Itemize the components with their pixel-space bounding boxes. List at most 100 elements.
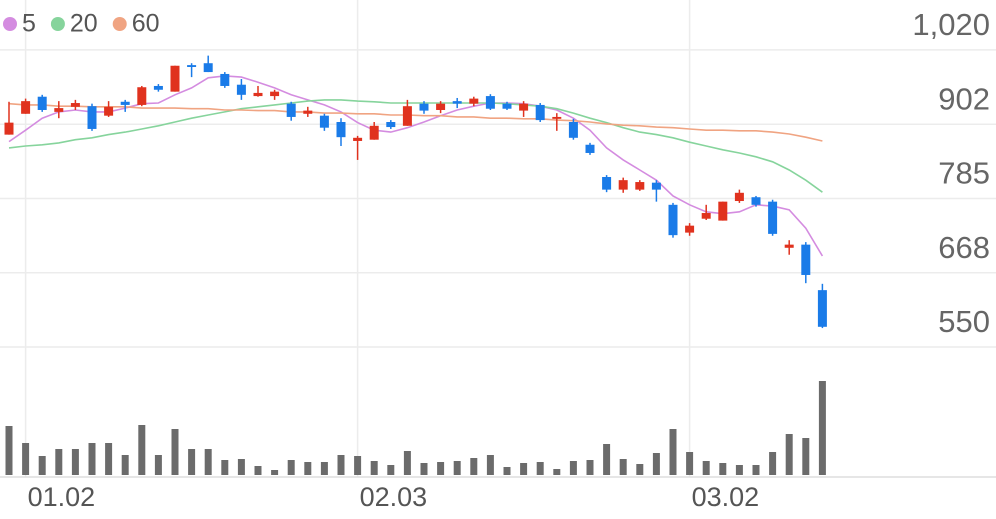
candle-body [817,290,827,327]
volume-bar [287,460,295,475]
volume-bar [22,443,30,475]
volume-bar [503,467,511,475]
candle-body [104,106,114,116]
candle-body [4,122,14,135]
volume-bar [785,434,793,475]
candle-body [386,121,396,128]
volume-bar [55,449,63,475]
candle-body [502,103,512,109]
volume-bar [586,460,594,475]
legend-label: 60 [132,10,160,38]
volume-bar [271,470,279,475]
candle-body [552,116,562,119]
volume-bar [669,429,677,475]
candle-body [253,92,263,97]
volume-bar [171,429,179,475]
volume-bar [420,463,428,475]
x-tick-label: 03.02 [692,482,760,512]
candle-body [618,180,628,190]
candle-body [270,91,280,97]
volume-bar [105,443,113,475]
volume-bar [138,425,146,475]
candle-body [685,225,695,233]
legend-label: 20 [70,10,98,38]
volume-bar [370,461,378,475]
candle-body [751,197,761,205]
candle-body [519,103,529,111]
y-tick-label: 785 [938,156,990,191]
candle-body [153,85,163,90]
volume-bar [453,461,461,475]
candle-body [485,96,495,109]
candle-body [585,144,595,153]
candle-body [353,137,363,141]
candle-body [54,108,64,112]
volume-bar [520,463,528,475]
candle-body [236,84,246,95]
y-tick-label: 550 [938,304,990,339]
candle-body [87,106,97,129]
volume-bar [536,462,544,475]
volume-bar [603,444,611,475]
volume-bar [769,452,777,475]
volume-bar [5,426,13,475]
ma-line [8,99,823,193]
volume-bar [735,465,743,475]
candle-body [336,121,346,138]
volume-bar [686,452,694,475]
candle-body [668,204,678,236]
volume-bar [387,465,395,475]
volume-bar [470,458,478,475]
x-tick-label: 01.02 [28,482,96,512]
volume-bar [154,455,162,475]
candle-body [469,98,479,104]
candle-body [635,182,645,190]
volume-bar [237,459,245,475]
candle-body [120,101,130,105]
volume-bar [719,463,727,475]
volume-bar [88,443,96,475]
candle-body [303,110,313,114]
candle-body [768,201,778,234]
candle-body [701,213,711,219]
volume-bar [437,462,445,475]
candle-body [718,201,728,221]
candle-body [651,182,661,190]
volume-bar [204,449,212,475]
volume-bar [38,456,46,475]
volume-bar [320,462,328,475]
candle-body [220,73,230,86]
legend-marker [50,17,65,31]
candle-body [203,63,213,73]
volume-bar [652,453,660,475]
volume-bar [71,449,79,475]
volume-bar [569,461,577,475]
candle-body [402,106,412,126]
candle-body [568,121,578,138]
volume-bar [752,465,760,475]
volume-bar [254,466,262,475]
candle-body [137,87,147,105]
legend-marker [3,17,17,31]
volume-bar [553,469,561,475]
candle-body [319,115,329,128]
legend-label: 5 [22,10,36,38]
x-tick-label: 02.03 [360,482,428,512]
candle-body [187,65,197,68]
candle-body [602,176,612,190]
volume-bar [221,460,229,475]
candle-body [734,192,744,202]
y-tick-label: 668 [938,230,990,265]
candle-body [419,103,429,111]
candle-body [286,103,296,117]
volume-bar [337,455,345,475]
candle-body [784,244,794,248]
volume-bar [304,462,312,475]
candle-body [436,103,446,110]
volume-bar [486,455,494,475]
candle-body [452,101,462,104]
candle-body [369,125,379,140]
candle-body [21,101,31,114]
candle-body [170,65,180,92]
